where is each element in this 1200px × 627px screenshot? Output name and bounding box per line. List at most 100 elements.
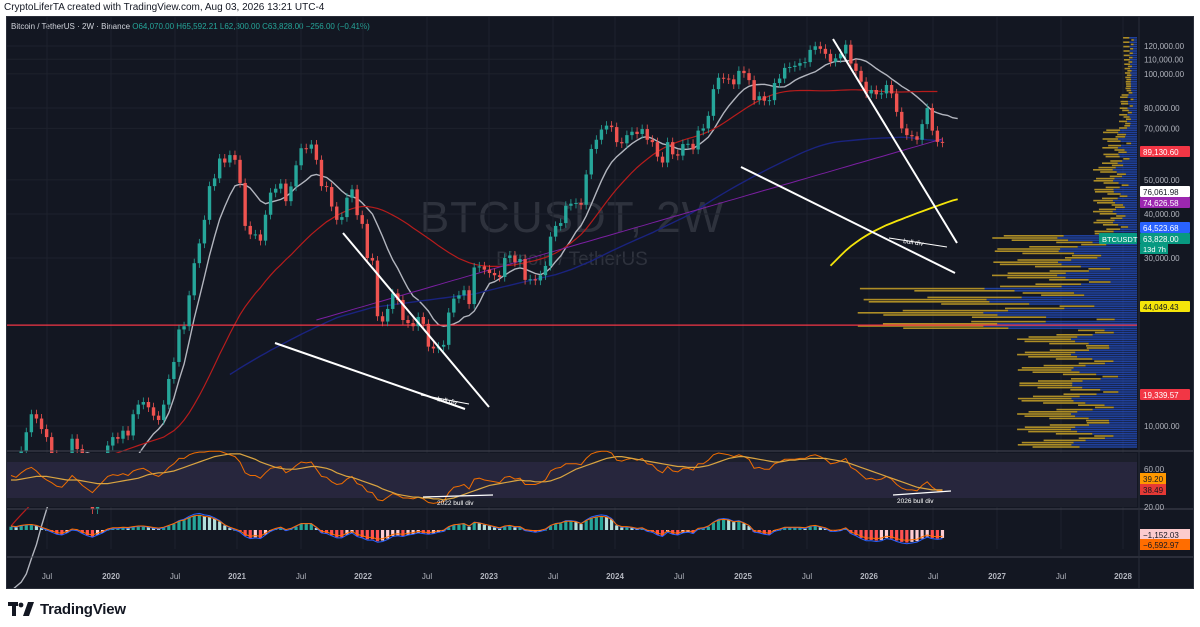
candle-body <box>762 96 767 101</box>
volume-bar <box>1017 369 1072 371</box>
volume-bar <box>1099 213 1117 215</box>
volume-bar <box>1104 329 1137 332</box>
candle-body <box>238 159 242 183</box>
macd-signal-line <box>10 514 943 541</box>
footer: TradingView <box>0 589 1200 627</box>
volume-bar <box>1127 120 1137 123</box>
macd-histogram-bar <box>900 530 904 542</box>
price-tag-label: 89,130.60 <box>1143 148 1179 157</box>
macd-histogram-bar <box>722 519 726 530</box>
volume-bar <box>1130 81 1137 83</box>
volume-bar <box>1119 114 1128 116</box>
volume-bar <box>1077 430 1137 433</box>
sma-blue-line <box>229 136 943 376</box>
volume-bar <box>1094 406 1114 409</box>
trendline <box>274 342 466 410</box>
macd-histogram-bar <box>783 528 787 530</box>
candle-body <box>910 135 914 137</box>
macd-histogram-bar <box>767 530 772 535</box>
candle-body <box>844 44 848 54</box>
macd-histogram-bar <box>620 527 624 530</box>
volume-bar <box>1121 144 1137 147</box>
volume-bar <box>1129 105 1133 107</box>
volume-bar <box>1081 243 1107 246</box>
candle-body <box>243 182 247 226</box>
candle-body <box>503 257 507 277</box>
macd-histogram-bar <box>248 530 252 538</box>
macd-histogram-bar <box>258 530 263 538</box>
volume-bar <box>1046 316 1137 318</box>
volume-bar <box>992 237 1058 239</box>
volume-bar <box>1126 133 1137 136</box>
candle-body <box>732 79 736 85</box>
volume-bar <box>1114 177 1137 180</box>
tradingview-logo[interactable]: TradingView <box>8 599 126 619</box>
macd-histogram-bar <box>9 526 13 530</box>
volume-bar <box>1125 122 1131 125</box>
macd-histogram-bar <box>126 528 130 530</box>
volume-bar <box>1124 149 1137 151</box>
macd-histogram-bar <box>925 530 929 537</box>
macd-histogram-bar <box>788 528 792 530</box>
volume-bar <box>1107 193 1121 195</box>
volume-bar <box>1130 48 1134 50</box>
candle-body <box>798 63 802 66</box>
candle-body <box>559 223 563 226</box>
macd-histogram-bar <box>895 530 899 541</box>
candle-body <box>263 214 268 241</box>
candle-body <box>294 165 298 187</box>
volume-bar <box>1024 415 1076 417</box>
volume-bar <box>1112 199 1137 202</box>
volume-bar <box>1120 96 1128 98</box>
candle-body <box>207 186 212 220</box>
macd-histogram-bar <box>604 516 609 530</box>
volume-bar <box>1017 259 1072 261</box>
candle-body <box>411 323 415 327</box>
candle-body <box>518 259 522 263</box>
volume-bar <box>1070 378 1101 380</box>
volume-bar <box>1086 419 1109 422</box>
volume-bar <box>1043 402 1086 404</box>
volume-bar <box>983 325 1137 327</box>
candle-body <box>935 130 940 142</box>
volume-bar <box>1075 340 1137 343</box>
macd-histogram-bar <box>386 530 390 539</box>
volume-bar <box>857 325 984 327</box>
macd-histogram-bar <box>304 524 308 530</box>
volume-bar <box>1102 224 1119 226</box>
macd-histogram-bar <box>818 527 822 530</box>
volume-bar <box>1065 272 1137 274</box>
volume-bar <box>1125 83 1131 85</box>
macd-histogram-bar <box>177 521 181 530</box>
candle-body <box>131 414 135 436</box>
macd-histogram-bar <box>503 526 507 530</box>
volume-bar <box>1108 419 1137 422</box>
candle-body <box>146 401 151 408</box>
volume-bar <box>1085 364 1137 367</box>
volume-bar <box>1072 384 1137 387</box>
volume-bar <box>1126 85 1132 87</box>
volume-bar <box>1017 413 1072 415</box>
volume-bar <box>1130 72 1137 74</box>
chart-panel[interactable]: Bitcoin / TetherUS · 2W · Binance O64,07… <box>6 16 1194 589</box>
volume-bar <box>1079 371 1137 373</box>
rsi-pane: 2022 bull div 2026 bull div <box>7 450 1193 507</box>
macd-histogram-bar <box>34 526 39 530</box>
time-tick-label: Jul <box>42 572 52 581</box>
volume-bar <box>1122 217 1137 219</box>
volume-bar <box>1113 221 1137 224</box>
macd-histogram-bar <box>905 530 909 543</box>
macd-histogram-bar <box>340 530 344 538</box>
bull-div-label: bull div <box>903 238 925 248</box>
chart-svg[interactable]: bull div bull div 2022 bull div 2026 bull … <box>7 17 1194 589</box>
rsi-ma-line <box>11 453 943 501</box>
volume-bar <box>1103 153 1119 156</box>
volume-bar <box>1049 417 1089 420</box>
volume-bar <box>1037 386 1083 389</box>
countdown-label: 13d 7h <box>1143 245 1166 254</box>
volume-bar <box>1110 217 1123 219</box>
volume-bar <box>1108 144 1122 147</box>
macd-histogram-bar <box>798 528 802 530</box>
candle-body <box>940 141 945 143</box>
candle-body <box>777 78 782 84</box>
